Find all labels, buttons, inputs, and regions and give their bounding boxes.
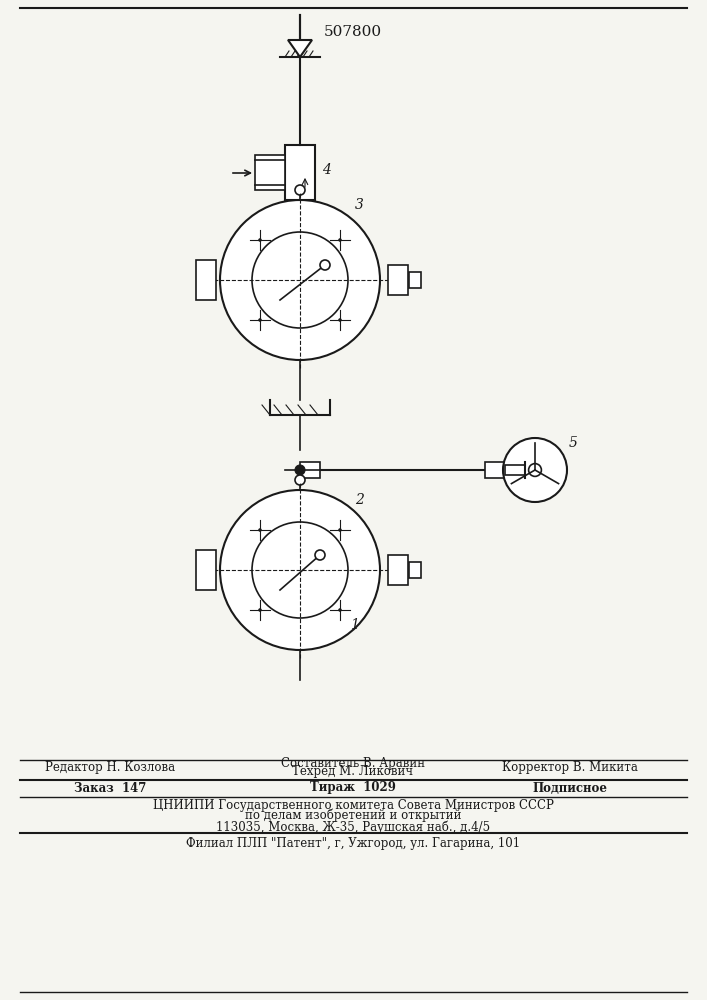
Text: 1: 1: [350, 618, 359, 632]
Circle shape: [220, 490, 380, 650]
Text: 507800: 507800: [324, 25, 382, 39]
Text: Тираж  1029: Тираж 1029: [310, 782, 396, 794]
Text: 4: 4: [322, 163, 331, 177]
Bar: [300, 462, 320, 478]
Circle shape: [295, 465, 305, 475]
Bar: [196, 550, 216, 590]
Text: ЦНИИПИ Государственного комитета Совета Министров СССР: ЦНИИПИ Государственного комитета Совета …: [153, 798, 554, 812]
Bar: [285, 145, 315, 200]
Circle shape: [320, 260, 330, 270]
Circle shape: [252, 232, 348, 328]
Circle shape: [295, 185, 305, 195]
Bar: [388, 265, 408, 295]
Circle shape: [339, 239, 341, 241]
Text: Редактор Н. Козлова: Редактор Н. Козлова: [45, 760, 175, 774]
Text: 2: 2: [355, 493, 364, 507]
Circle shape: [339, 319, 341, 321]
Bar: [409, 272, 421, 288]
Circle shape: [315, 550, 325, 560]
Bar: [388, 555, 408, 585]
Circle shape: [529, 464, 542, 476]
Text: 5: 5: [569, 436, 578, 450]
Text: 113035, Москва, Ж-35, Раушская наб., д.4/5: 113035, Москва, Ж-35, Раушская наб., д.4…: [216, 820, 490, 834]
Text: Заказ  147: Заказ 147: [74, 782, 146, 794]
Text: по делам изобретений и открытий: по делам изобретений и открытий: [245, 808, 461, 822]
Bar: [485, 462, 515, 478]
Circle shape: [259, 319, 261, 321]
Bar: [409, 562, 421, 578]
Text: Техред М. Ликович: Техред М. Ликович: [293, 766, 414, 778]
Circle shape: [339, 609, 341, 611]
Bar: [505, 465, 525, 475]
Text: 3: 3: [355, 198, 364, 212]
Circle shape: [259, 609, 261, 611]
Text: Корректор В. Микита: Корректор В. Микита: [502, 760, 638, 774]
Circle shape: [259, 529, 261, 531]
Bar: [196, 260, 216, 300]
Polygon shape: [288, 40, 312, 57]
Circle shape: [339, 529, 341, 531]
Bar: [255, 155, 285, 190]
Text: Филиал ПЛП "Патент", г, Ужгород, ул. Гагарина, 101: Филиал ПЛП "Патент", г, Ужгород, ул. Гаг…: [186, 836, 520, 850]
Circle shape: [252, 522, 348, 618]
Circle shape: [295, 475, 305, 485]
Circle shape: [259, 239, 261, 241]
Text: Подписное: Подписное: [532, 782, 607, 794]
Circle shape: [220, 200, 380, 360]
Circle shape: [503, 438, 567, 502]
Text: Составитель В. Аравин: Составитель В. Аравин: [281, 756, 425, 770]
